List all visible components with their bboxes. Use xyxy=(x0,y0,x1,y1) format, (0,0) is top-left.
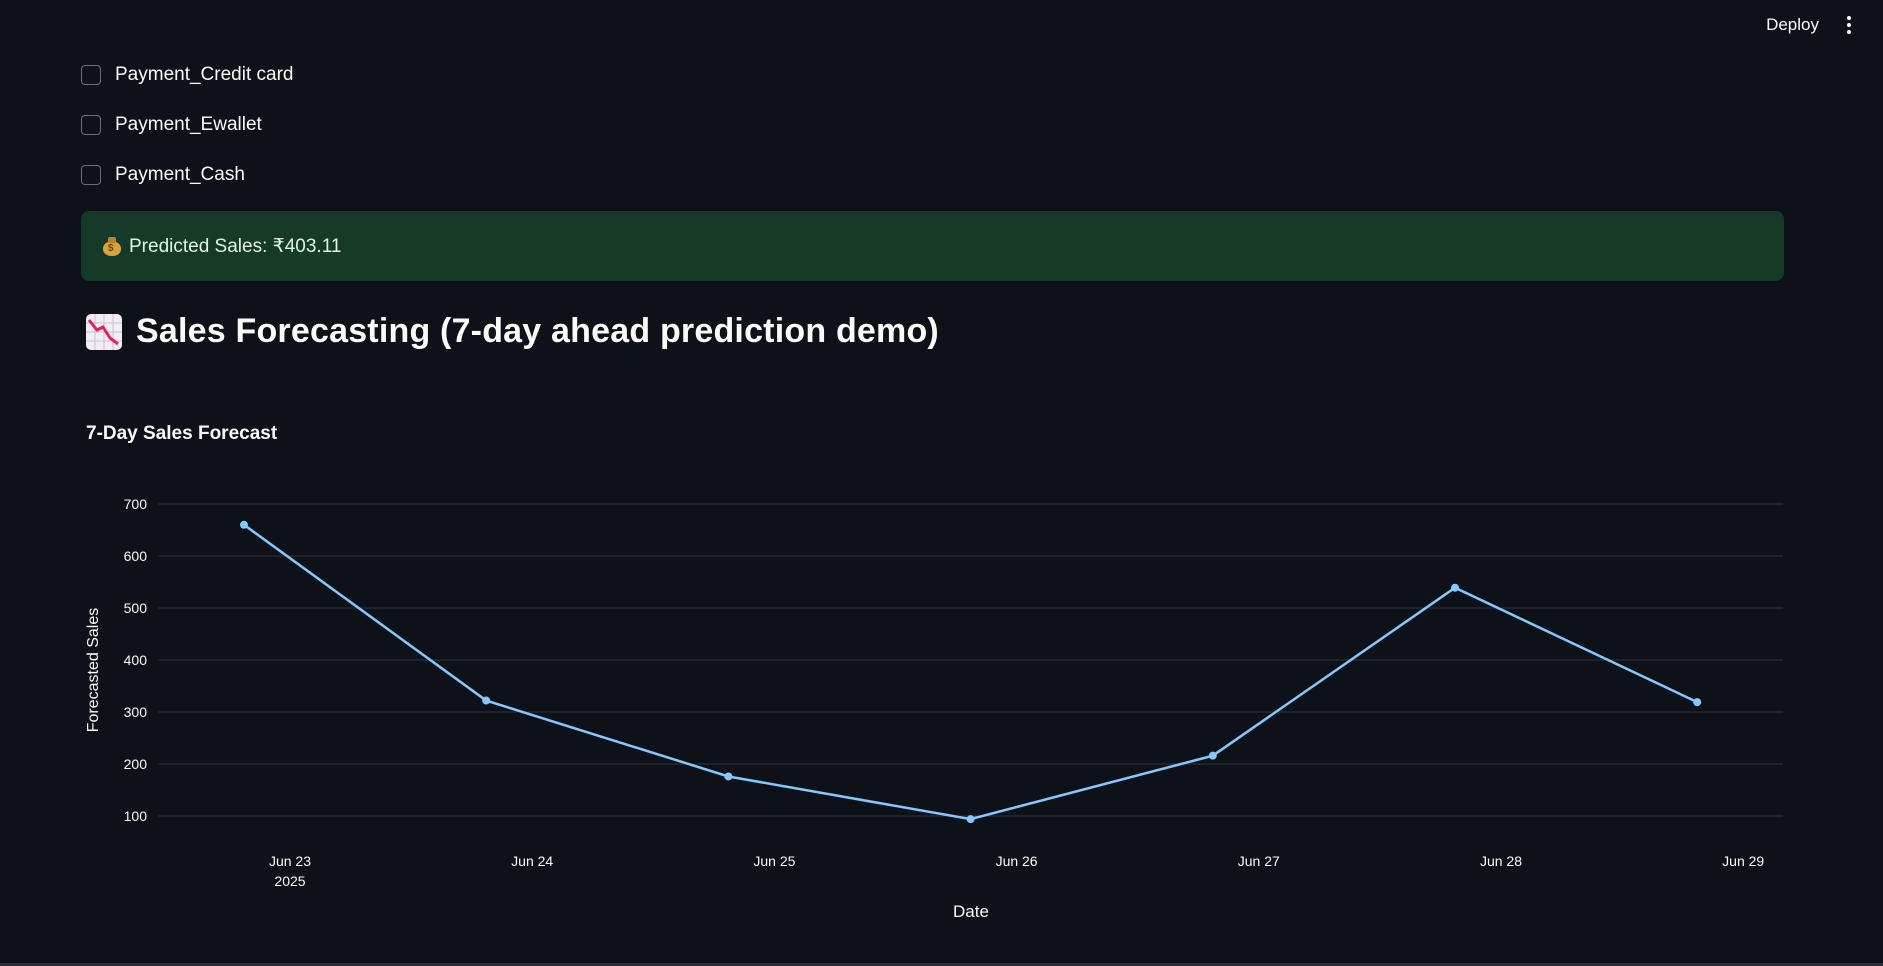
y-axis-label: Forecasted Sales xyxy=(85,608,102,733)
data-point[interactable] xyxy=(724,772,733,781)
y-tick-label: 700 xyxy=(124,496,148,512)
checkbox-box[interactable] xyxy=(81,65,101,85)
x-tick-label: Jun 29 xyxy=(1722,853,1764,869)
y-tick-label: 200 xyxy=(124,756,148,772)
bottom-divider xyxy=(0,963,1883,966)
y-tick-label: 100 xyxy=(124,808,148,824)
predicted-sales-alert: $ Predicted Sales: ₹403.11 xyxy=(81,211,1784,281)
forecast-series xyxy=(240,520,1702,824)
chart-grid xyxy=(158,503,1783,817)
x-tick-label: Jun 24 xyxy=(511,853,553,869)
y-tick-label: 300 xyxy=(124,704,148,720)
forecast-heading: Sales Forecasting (7-day ahead predictio… xyxy=(86,312,939,351)
x-axis-ticks: Jun 23 Jun 24 Jun 25 Jun 26 Jun 27 Jun 28 Jun … xyxy=(269,853,1764,889)
forecast-chart[interactable]: 100 200 300 400 500 600 700 Jun 23 Jun 24 Jun 25… xyxy=(0,480,1883,940)
checkbox-payment-ewallet[interactable]: Payment_Ewallet xyxy=(81,114,262,136)
data-point[interactable] xyxy=(1451,583,1459,592)
x-tick-label: Jun 27 xyxy=(1238,853,1280,869)
x-tick-label: Jun 25 xyxy=(753,853,795,869)
data-point[interactable] xyxy=(482,696,491,705)
x-tick-label: Jun 28 xyxy=(1480,853,1522,869)
forecast-chart-svg[interactable]: 100 200 300 400 500 600 700 Jun 23 Jun 24 Jun 25… xyxy=(0,480,1883,940)
x-tick-label: Jun 26 xyxy=(996,853,1038,869)
menu-dot xyxy=(1847,23,1851,27)
checkbox-label: Payment_Credit card xyxy=(115,64,294,85)
data-point[interactable] xyxy=(1693,698,1702,707)
y-axis-ticks: 100 200 300 400 500 600 700 xyxy=(124,496,148,824)
data-point[interactable] xyxy=(1208,751,1217,760)
checkbox-payment-cash[interactable]: Payment_Cash xyxy=(81,164,245,186)
y-tick-label: 600 xyxy=(124,548,148,564)
main-menu-icon[interactable] xyxy=(1841,14,1857,36)
menu-dot xyxy=(1847,30,1851,34)
predicted-sales-text: Predicted Sales: ₹403.11 xyxy=(129,235,342,257)
data-point[interactable] xyxy=(966,815,975,824)
checkbox-box[interactable] xyxy=(81,115,101,135)
chart-title: 7-Day Sales Forecast xyxy=(86,423,278,444)
chart-decreasing-icon xyxy=(86,313,122,350)
data-point[interactable] xyxy=(240,520,248,529)
x-tick-label: Jun 23 xyxy=(269,853,311,869)
forecast-heading-text: Sales Forecasting (7-day ahead predictio… xyxy=(136,312,939,350)
checkbox-label: Payment_Ewallet xyxy=(115,114,262,135)
forecast-line xyxy=(243,523,1698,821)
deploy-button[interactable]: Deploy xyxy=(1766,15,1819,34)
x-tick-year-label: 2025 xyxy=(274,873,305,889)
checkbox-label: Payment_Cash xyxy=(115,164,245,185)
checkbox-payment-credit-card[interactable]: Payment_Credit card xyxy=(81,64,293,86)
menu-dot xyxy=(1847,16,1851,20)
checkbox-box[interactable] xyxy=(81,165,101,185)
top-toolbar: Deploy xyxy=(1623,0,1883,50)
y-tick-label: 400 xyxy=(124,652,148,668)
x-axis-label: Date xyxy=(953,902,989,921)
y-tick-label: 500 xyxy=(124,600,148,616)
money-bag-icon: $ xyxy=(103,236,121,256)
